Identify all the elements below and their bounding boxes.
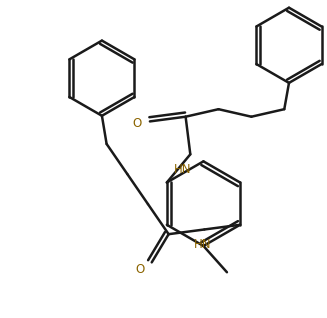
Text: HN: HN [194, 238, 211, 251]
Text: O: O [132, 117, 141, 130]
Text: HN: HN [174, 163, 192, 176]
Text: O: O [136, 263, 145, 276]
